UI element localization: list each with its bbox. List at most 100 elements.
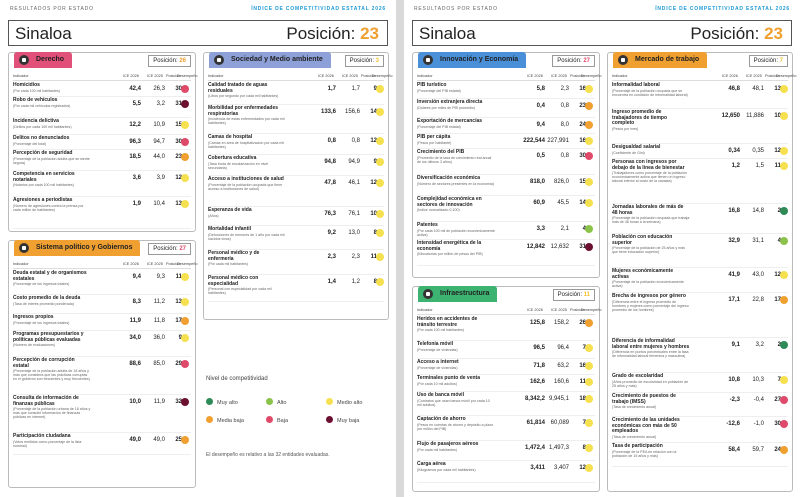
ice-2026-value: 222,544 bbox=[523, 138, 545, 144]
indicator-title: Complejidad económica en sectores de inn… bbox=[417, 196, 482, 208]
ice-2025-value: 63,2 bbox=[557, 363, 569, 369]
indicator-name: Agresiones a periodistas (Número de agres… bbox=[13, 197, 91, 211]
indicator-name: Personal médico con especialidad (Persona… bbox=[208, 275, 286, 295]
performance-dot bbox=[585, 419, 593, 427]
position-value: 7 bbox=[572, 345, 586, 351]
legend-label: Media baja bbox=[217, 418, 244, 424]
ice-2026-value: 16,8 bbox=[728, 208, 740, 214]
performance-dot bbox=[585, 102, 593, 110]
performance-dot bbox=[585, 199, 593, 207]
ice-2026-value: 0,5 bbox=[536, 153, 545, 159]
indicator-name: Carga aérea (Kilogramos por cada mil habi… bbox=[417, 461, 495, 471]
column-header-position: Posición bbox=[570, 74, 585, 78]
indicator-description: (Por cada 10 mil adultos) bbox=[417, 381, 457, 386]
indicator-description: (Incidencia de estas enfermedades por ca… bbox=[208, 117, 285, 126]
ice-2026-value: 0,4 bbox=[536, 103, 545, 109]
indicator-row: Acceso a internet (Porcentaje de vivienda… bbox=[417, 359, 595, 375]
ice-2026-value: 0,8 bbox=[327, 138, 336, 144]
ice-2026-value: 46,8 bbox=[728, 86, 740, 92]
performance-dot bbox=[181, 153, 189, 161]
column-header-performance: Desempeño bbox=[581, 308, 602, 312]
indicator-row: Percepción de corrupción estatal (Porcent… bbox=[13, 357, 191, 395]
indicator-title: Heridos en accidentes de tránsito terres… bbox=[417, 316, 478, 328]
position-value: 4 bbox=[572, 226, 586, 232]
indicator-description: (Número de sectores presentes en la econ… bbox=[417, 181, 495, 186]
indicator-description: (Porcentaje de la población urbana de 18… bbox=[13, 407, 91, 420]
indicator-title: Costo promedio de la deuda bbox=[13, 295, 81, 301]
column-header-ice2025: ICE 2025 bbox=[551, 74, 567, 78]
indicator-name: Inversión extranjera directa (Dólares por… bbox=[417, 99, 495, 109]
indicator-title: Diversificación económica bbox=[417, 175, 481, 181]
indicator-title: Homicidios bbox=[13, 82, 40, 88]
indicator-title: Deuda estatal y de organismos estatales bbox=[13, 270, 87, 282]
pillar-position-value: 3 bbox=[375, 58, 379, 64]
indicator-description: (Diferencia entre el ingreso promedio de… bbox=[612, 299, 689, 312]
pillar-position-label: Posición: bbox=[349, 58, 376, 64]
ice-2025-value: 45,5 bbox=[557, 200, 569, 206]
indicator-description: (Por cada 100 mil habitantes) bbox=[13, 88, 60, 93]
pillar-position-value: 26 bbox=[179, 58, 186, 64]
indicator-row: Crecimiento del PIB (Promedio de la tasa … bbox=[417, 149, 595, 175]
indicator-description: (Delitos por cada 100 mil habitantes) bbox=[13, 124, 72, 129]
position-value: 11 bbox=[175, 274, 182, 280]
pillar-title: Innovación y Economía bbox=[440, 56, 519, 63]
indicator-description: (Coeficiente de Gini) bbox=[612, 150, 645, 155]
indicator-name: Tasa de participación (Porcentaje de la P… bbox=[612, 443, 690, 457]
column-header-ice2026: ICE 2026 bbox=[318, 74, 334, 78]
indicator-title: Jornadas laborales de más de 48 horas bbox=[612, 204, 684, 216]
legend-label: Medio alto bbox=[337, 400, 363, 406]
column-headers: Indicador ICE 2026 ICE 2025 Posición Desempe… bbox=[612, 73, 796, 81]
ice-2026-value: 1,9 bbox=[132, 201, 141, 207]
indicator-description: (Diferencia en puntos porcentuales entre… bbox=[612, 350, 689, 359]
ice-2026-value: 0,34 bbox=[728, 148, 740, 154]
indicator-description: (Porcentaje de la población económicamen… bbox=[612, 280, 684, 289]
indicator-title: Informalidad laboral bbox=[612, 82, 660, 88]
indicator-row: Robo de vehículos (Por cada mil vehículos… bbox=[13, 97, 191, 118]
column-header-position: Posición bbox=[166, 262, 181, 266]
performance-dot bbox=[376, 253, 384, 261]
position-value: 30 bbox=[175, 139, 182, 145]
indicator-description: (Porcentaje de la población adulta de 18… bbox=[13, 369, 90, 382]
indicator-name: Uso de banca móvil (Contratos que usan ba… bbox=[417, 392, 495, 407]
column-header-ice2025: ICE 2025 bbox=[147, 74, 163, 78]
indicator-row: Brecha de ingresos por género (Diferencia… bbox=[612, 293, 788, 338]
pillar-card-derecho: Derecho Posición: 26 Indicador ICE 2026 ICE … bbox=[8, 52, 197, 232]
indicator-name: Flujo de pasajeros aéreos (Por cada mil h… bbox=[417, 441, 495, 451]
indicator-description: (Porcentaje de viviendas) bbox=[417, 347, 458, 352]
performance-dot bbox=[780, 112, 788, 120]
position-value: 9 bbox=[363, 159, 377, 165]
position-value: 29 bbox=[175, 361, 182, 367]
performance-dot bbox=[780, 147, 788, 155]
ice-2026-value: -12,6 bbox=[726, 421, 740, 427]
indicator-name: Personal médico y de enfermería (Por cada… bbox=[208, 250, 286, 266]
legend-note: El desempeño es relativo a las 32 entida… bbox=[206, 452, 330, 458]
pillar-title: Sociedad y Medio ambiente bbox=[231, 56, 323, 63]
position-value: 12 bbox=[370, 138, 377, 144]
ice-2025-value: 49,0 bbox=[153, 437, 165, 443]
indicator-description: (Contratos que usan banca móvil por cada… bbox=[417, 398, 490, 407]
performance-dot bbox=[376, 278, 384, 286]
indicator-description: (Por cada 100 mil habitantes) bbox=[417, 328, 464, 333]
indicator-row: Grado de escolaridad (Años promedio de es… bbox=[612, 373, 788, 393]
ice-2026-value: 5,5 bbox=[132, 101, 141, 107]
indicator-description: (Por cada mil vehículos registrados) bbox=[13, 103, 71, 108]
ice-2025-value: 2,3 bbox=[560, 86, 569, 92]
indicator-name: Percepción de corrupción estatal (Porcent… bbox=[13, 357, 91, 382]
indicator-name: Esperanza de vida (Años) bbox=[208, 207, 286, 217]
indicator-name: Crecimiento de las unidades económicas c… bbox=[612, 417, 690, 439]
page-header-right: RESULTADOS POR ESTADO ÍNDICE DE COMPETIT… bbox=[414, 6, 790, 16]
indicator-row: Delitos no denunciados (Porcentaje del to… bbox=[13, 135, 191, 150]
legend-dot bbox=[266, 398, 273, 405]
ice-2026-value: 11,9 bbox=[129, 318, 141, 324]
indicator-title: Ingreso promedio de trabajadores de tiem… bbox=[612, 109, 668, 127]
performance-dot bbox=[780, 85, 788, 93]
page-header: RESULTADOS POR ESTADO ÍNDICE DE COMPETIT… bbox=[10, 6, 386, 16]
indicator-title: Competencia en servicios notariales bbox=[13, 171, 75, 183]
position-value: 30 bbox=[774, 421, 781, 427]
ice-2025-value: 59,7 bbox=[752, 447, 764, 453]
indicator-name: Desigualdad salarial (Coeficiente de Gini… bbox=[612, 144, 690, 155]
ice-2025-value: 2,3 bbox=[351, 254, 360, 260]
ice-2026-value: 10,8 bbox=[728, 377, 740, 383]
column-header-ice2026: ICE 2026 bbox=[123, 74, 139, 78]
position-value: 11 bbox=[370, 254, 377, 260]
